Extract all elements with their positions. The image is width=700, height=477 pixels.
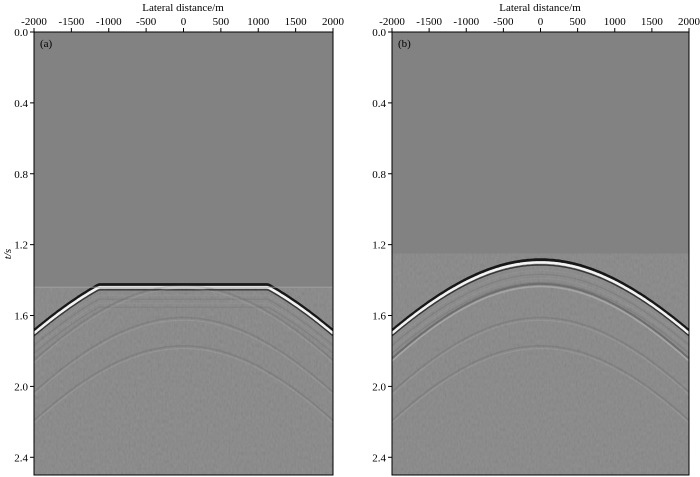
- reflection-event-trough: [34, 284, 333, 361]
- x-tick-label: -1000: [96, 16, 122, 28]
- reflection-event-trough: [34, 345, 333, 421]
- y-tick-label: 0.4: [372, 98, 386, 110]
- panel-b-events: [392, 253, 689, 475]
- reflection-event-trough: [392, 345, 689, 421]
- panel-a-events: [34, 283, 333, 475]
- y-tick-label: 2.4: [372, 452, 386, 464]
- x-tick-label: -2000: [379, 16, 405, 28]
- y-tick-label: 1.2: [372, 240, 386, 252]
- reflection-event-trough: [34, 316, 333, 393]
- panel-b-x-axis: -2000 -1500 -1000 -500 0 500 1000 1500 2000: [379, 16, 700, 32]
- panel-a-y-axis: 0.0 0.4 0.8 1.2 1.6 2.0 2.4: [14, 27, 34, 464]
- panel-a-label: (a): [40, 38, 53, 50]
- y-tick-label: 0.0: [372, 27, 386, 39]
- panel-a-ylabel: t/s: [2, 249, 14, 259]
- x-tick-label: 1000: [247, 16, 270, 28]
- panel-a-xlabel: Lateral distance/m: [142, 2, 224, 14]
- y-tick-label: 0.8: [372, 169, 386, 181]
- x-tick-label: 500: [569, 16, 586, 28]
- reflection-event-peak: [392, 319, 689, 396]
- reflection-event-peak: [34, 319, 333, 396]
- x-tick-label: -500: [136, 16, 157, 28]
- x-tick-label: 2000: [322, 16, 345, 28]
- x-tick-label: -1000: [453, 16, 479, 28]
- reflection-event-trough: [34, 283, 333, 332]
- noise-texture: [34, 287, 333, 475]
- reflection-event-peak: [392, 285, 689, 362]
- x-tick-label: 2000: [678, 16, 700, 28]
- reflection-event-peak: [392, 261, 689, 335]
- reflection-event-trough: [392, 258, 689, 332]
- ringing-event: [34, 298, 333, 346]
- reflection-event-trough: [392, 282, 689, 360]
- x-tick-label: 0: [181, 16, 187, 28]
- x-tick-label: -1500: [416, 16, 442, 28]
- y-tick-label: 0.4: [14, 98, 28, 110]
- x-tick-label: 1500: [641, 16, 664, 28]
- y-tick-label: 1.6: [14, 311, 28, 323]
- x-tick-label: 0: [538, 16, 544, 28]
- ringing-event: [34, 294, 333, 342]
- x-tick-label: -2000: [21, 16, 47, 28]
- y-tick-label: 1.6: [372, 311, 386, 323]
- panel-b-label: (b): [398, 38, 411, 50]
- panel-a-x-axis: -2000 -1500 -1000 -500 0 500 1000 1500 2000: [21, 16, 345, 32]
- y-tick-label: 1.2: [14, 240, 28, 252]
- y-tick-label: 0.0: [14, 27, 28, 39]
- ringing-event: [392, 277, 689, 350]
- reflection-event-trough: [34, 289, 333, 337]
- ringing-event: [392, 281, 689, 354]
- reflection-event-peak: [392, 348, 689, 424]
- x-tick-label: -500: [493, 16, 514, 28]
- x-tick-label: 1000: [604, 16, 627, 28]
- reflection-event-trough: [392, 316, 689, 393]
- panel-a: (a) -2000 -1500 -1000 -500 0 500 1000 1500 2000 …: [2, 2, 345, 476]
- reflection-event-trough: [392, 264, 689, 337]
- ringing-event: [392, 273, 689, 346]
- y-tick-label: 2.0: [372, 381, 386, 393]
- panel-b-xlabel: Lateral distance/m: [499, 2, 581, 14]
- panel-b: (b) -2000 -1500 -1000 -500 0 500 1000 1500 2000 …: [372, 2, 700, 476]
- reflection-event-peak: [34, 287, 333, 364]
- x-tick-label: 1500: [285, 16, 308, 28]
- y-tick-label: 2.4: [14, 452, 28, 464]
- ringing-event: [34, 306, 333, 354]
- x-tick-label: 500: [213, 16, 230, 28]
- panel-b-y-axis: 0.0 0.4 0.8 1.2 1.6 2.0 2.4: [372, 27, 392, 464]
- ringing-event: [34, 302, 333, 350]
- reflection-event-peak: [34, 348, 333, 424]
- noise-texture: [392, 253, 689, 475]
- y-tick-label: 0.8: [14, 169, 28, 181]
- y-tick-label: 2.0: [14, 381, 28, 393]
- ringing-event: [392, 269, 689, 342]
- x-tick-label: -1500: [59, 16, 85, 28]
